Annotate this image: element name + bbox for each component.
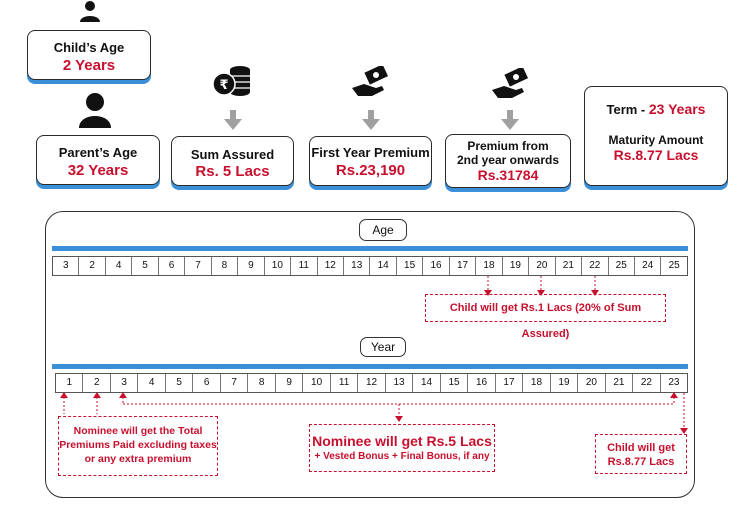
term-maturity-card: Term - 23 Years Maturity Amount Rs.8.77 … [584,86,728,186]
first-premium-value: Rs.23,190 [335,162,406,179]
year-timeline-bar [52,364,688,369]
child-age-value: 2 Years [62,57,116,74]
rupee-coins-icon: ₹ [212,66,250,96]
age-cell: 25 [668,260,680,271]
nominee-premiums-note: Nominee will get the Total Premiums Paid… [58,416,218,476]
year-cell: 2 [83,374,111,392]
nominee-sum-title: Nominee will get Rs.5 Lacs [312,433,492,449]
age-cell: 18 [476,257,503,275]
year-cell: 14 [413,374,441,392]
arrow-down-icon [224,110,242,130]
year-cell: 3 [111,374,139,392]
child-person-icon [80,1,100,22]
year-cell: 5 [166,374,194,392]
child-final-payout-note: Child will get Rs.8.77 Lacs [595,434,687,474]
sum-assured-value: Rs. 5 Lacs [195,163,270,180]
age-cell: 8 [212,257,239,275]
sum-assured-title: Sum Assured [190,147,275,162]
year-cell: 8 [248,374,276,392]
nominee-premiums-line2: Premiums Paid excluding taxes [59,439,217,451]
year-cell: 21 [606,374,634,392]
first-premium-title: First Year Premium [311,145,430,160]
money-hand-icon [352,66,389,96]
age-cell: 14 [370,257,397,275]
arrow-down-icon-3 [501,110,519,130]
age-cell: 5 [132,257,159,275]
sum-assured-card: Sum Assured Rs. 5 Lacs [171,136,294,186]
year-cell: 20 [578,374,606,392]
maturity-label: Maturity Amount [608,133,704,147]
nominee-premiums-line1: Nominee will get the Total [73,425,203,437]
parent-age-value: 32 Years [67,162,129,179]
age-cell: 13 [344,257,371,275]
year-cell: 17 [496,374,524,392]
svg-text:₹: ₹ [219,78,228,93]
year-cell: 18 [523,374,551,392]
age-timeline-bar [52,246,688,251]
child-final-line1: Child will get [607,442,675,454]
year-cell: 22 [633,374,661,392]
money-hand-icon-2 [492,68,529,98]
nominee-sum-sub: + Vested Bonus + Final Bonus, if any [314,451,490,462]
age-cell: 2 [79,257,106,275]
later-premium-title-line2: 2nd year onwards [456,153,560,167]
age-label-pill: Age [359,219,407,241]
age-cell: 21 [556,257,583,275]
year-cell: 23 [668,377,680,388]
age-cell: 7 [185,257,212,275]
child-partial-payout-note: Child will get Rs.1 Lacs (20% of Sum Ass… [425,294,666,340]
age-cell: 3 [53,257,80,275]
age-cell: 12 [318,257,344,275]
term-row: Term - 23 Years [585,101,727,119]
year-cell: 13 [386,374,414,392]
parent-person-icon [79,93,111,128]
age-cell: 6 [159,257,186,275]
year-cell: 9 [276,374,304,392]
age-cell: 11 [291,257,318,275]
year-cell: 12 [358,374,386,392]
year-cell: 11 [331,374,359,392]
age-cell: 24 [635,257,662,275]
age-cell: 9 [238,257,265,275]
age-cell: 22 [582,257,609,275]
term-value: 23 Years [648,101,706,117]
later-premium-title-line1: Premium from [467,139,549,153]
age-cell: 17 [450,257,477,275]
age-cell: 25 [609,257,635,275]
later-premium-value: Rs.31784 [477,167,539,183]
year-timeline-row: 1 2 3 4 5 6 7 8 9 10 11 12 13 14 15 16 17 18 19 20 21 22 23 [55,373,688,393]
child-age-card: Child’s Age 2 Years [27,30,151,80]
maturity-value: Rs.8.77 Lacs [613,147,699,163]
year-cell: 19 [551,374,579,392]
year-label-pill: Year [360,337,406,357]
age-cell: 20 [529,257,556,275]
nominee-premiums-line3: or any extra premium [84,453,192,465]
year-cell: 4 [138,374,166,392]
age-cell: 16 [423,257,450,275]
nominee-sum-note: Nominee will get Rs.5 Lacs + Vested Bonu… [309,424,495,472]
age-cell: 19 [503,257,530,275]
first-year-premium-card: First Year Premium Rs.23,190 [309,136,432,186]
year-cell: 16 [468,374,496,392]
age-cell: 15 [397,257,424,275]
child-final-line2: Rs.8.77 Lacs [607,456,675,468]
age-cell: 4 [106,257,133,275]
term-label: Term - [606,102,649,117]
arrow-down-icon-2 [362,110,380,130]
year-cell: 6 [193,374,221,392]
year-cell: 1 [56,374,84,392]
parent-age-card: Parent’s Age 32 Years [36,135,160,185]
age-timeline-row: 3 2 4 5 6 7 8 9 10 11 12 13 14 15 16 17 18 19 20 21 22 25 24 25 [52,256,688,276]
age-cell: 10 [265,257,292,275]
year-cell: 7 [221,374,249,392]
year-cell: 15 [441,374,469,392]
later-premium-card: Premium from 2nd year onwards Rs.31784 [445,134,571,188]
year-cell: 10 [303,374,331,392]
parent-age-title: Parent’s Age [58,145,138,160]
child-age-title: Child’s Age [53,40,125,55]
timeline-panel [45,211,695,498]
